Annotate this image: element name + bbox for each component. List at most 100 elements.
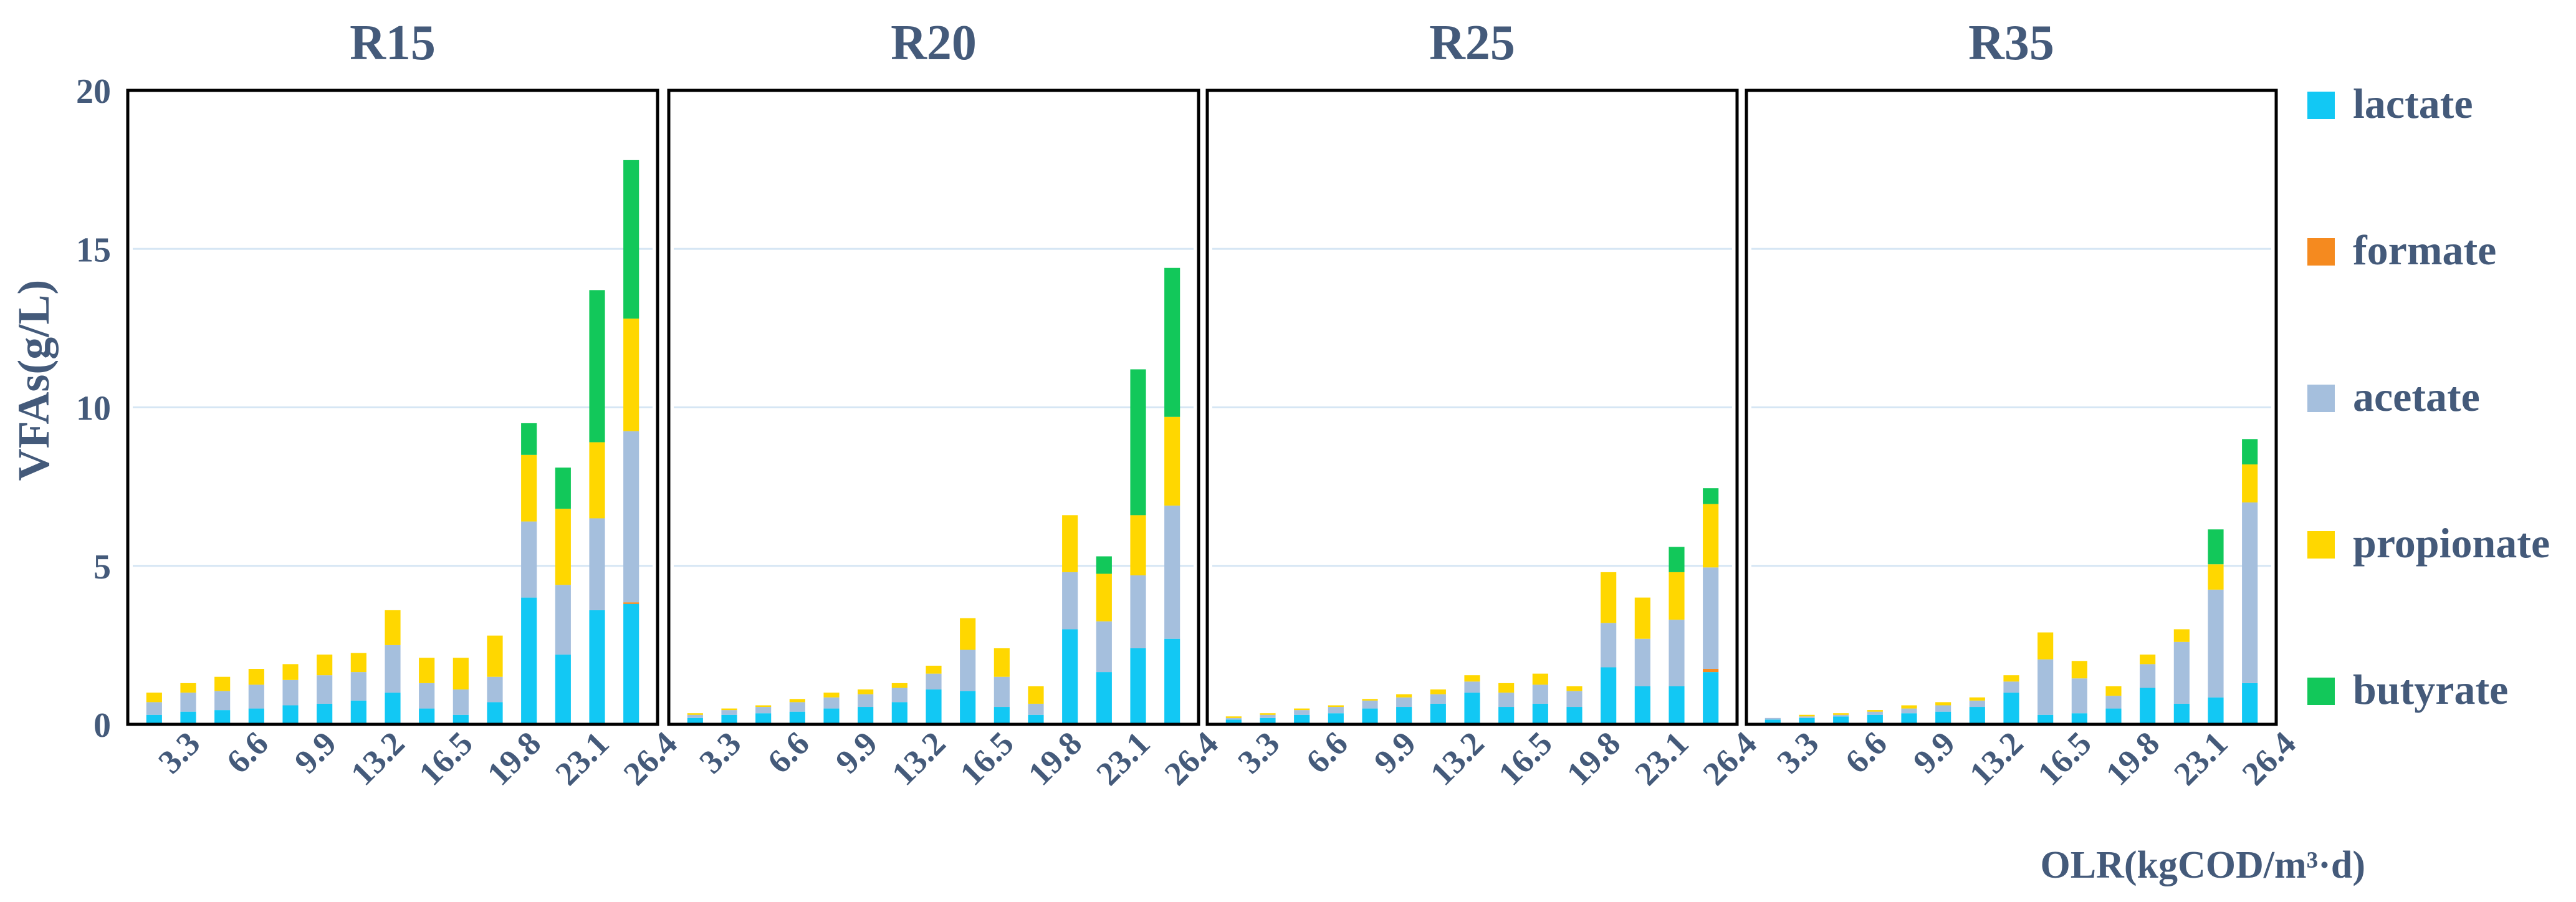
bar-segment-lactate [1130, 648, 1146, 724]
x-tick-label: 6.6 [760, 724, 816, 780]
bar-segment-propionate [891, 683, 907, 688]
bar-segment-lactate [1634, 686, 1650, 724]
x-tick-label: 16.5 [953, 724, 1021, 792]
bar-segment-acetate [1130, 575, 1146, 648]
bar-segment-lactate [994, 707, 1010, 724]
bar-segment-acetate [1164, 506, 1180, 639]
bar-segment-propionate [452, 658, 469, 690]
panel-r35: R35 3.3 6.6 9.9 13.2 16.5 19.8 23.1 26.4 [1745, 16, 2303, 792]
y-tick-label: 0 [93, 706, 111, 745]
panel-frame [667, 89, 1200, 726]
y-axis-tick-labels: 0 5 10 15 20 [76, 72, 111, 745]
bar-segment-lactate [452, 714, 469, 724]
bar-segment-acetate [1935, 705, 1951, 712]
bar-segment-acetate [589, 518, 605, 610]
bar-segment-lactate [1498, 707, 1515, 724]
bar-segment-propionate [1799, 714, 1815, 717]
bar-segment-acetate [1566, 691, 1582, 708]
bar-segment-propionate [960, 618, 976, 650]
legend-label-acetate: acetate [2353, 373, 2480, 420]
bar-segment-lactate [2037, 714, 2054, 724]
x-tick-label: 19.8 [480, 724, 548, 792]
bar-segment-propionate [214, 676, 231, 691]
bar-segment-propionate [1566, 686, 1582, 691]
bar-segment-propionate [1225, 716, 1242, 718]
bar-segment-lactate [1062, 629, 1078, 724]
bar-segment-acetate [282, 679, 299, 706]
bar-segment-acetate [2003, 681, 2019, 693]
bar-segment-lactate [1601, 667, 1617, 724]
x-tick-label: 23.1 [2167, 724, 2234, 792]
bar-segment-butyrate [555, 468, 571, 509]
bar-segment-acetate [452, 689, 469, 715]
bar-segment-lactate [1464, 693, 1480, 724]
bar-segment-lactate [1764, 719, 1781, 724]
bar-segment-lactate [1028, 714, 1044, 724]
bar-segment-acetate [1430, 694, 1446, 704]
bar-segment-acetate [891, 688, 907, 703]
panel-title: R35 [1968, 16, 2054, 70]
bar-segment-acetate [385, 645, 401, 693]
x-tick-label: 9.9 [828, 724, 884, 780]
bar-segment-butyrate [521, 423, 537, 455]
bar-segment-acetate [1260, 714, 1276, 718]
bar-segment-lactate [1225, 719, 1242, 724]
bar-segment-acetate [350, 672, 366, 701]
bar-segment-propionate [721, 708, 737, 711]
bar-segment-propionate [1703, 504, 1719, 568]
bar-segment-lactate [755, 713, 772, 724]
bar-segment-propionate [687, 713, 703, 715]
bar-segment-lactate [823, 708, 840, 724]
bar-segment-acetate [1703, 567, 1719, 669]
bar-segment-propionate [487, 635, 503, 677]
bar-segment-lactate [2071, 713, 2087, 724]
bar-segment-propionate [2071, 661, 2087, 679]
bar-segment-acetate [1328, 707, 1344, 714]
y-tick-label: 15 [76, 231, 111, 269]
bar-segment-propionate [1028, 686, 1044, 704]
bar-segment-butyrate [589, 290, 605, 443]
bar-segment-propionate [926, 665, 942, 674]
bar-segment-propionate [248, 669, 264, 685]
bar-segment-butyrate [2208, 529, 2224, 565]
legend-swatch-propionate [2307, 531, 2335, 559]
panel-r25: R25 3.3 6.6 9.9 13.2 16.5 19.8 23.1 26.4 [1205, 16, 1764, 792]
bar-segment-acetate [521, 521, 537, 598]
bar-segment-propionate [385, 610, 401, 645]
bar-segment-lactate [180, 711, 196, 724]
x-tick-label: 23.1 [1089, 724, 1157, 792]
bar-segment-propionate [1096, 573, 1112, 621]
panel-frame [1745, 89, 2278, 726]
bar-segment-acetate [1669, 620, 1685, 686]
bar-segment-propionate [1164, 416, 1180, 506]
bar-segment-propionate [2173, 629, 2190, 642]
x-tick-label: 13.2 [1423, 724, 1491, 792]
legend-label-formate: formate [2353, 226, 2496, 274]
bar-segment-acetate [687, 714, 703, 718]
bar-segment-lactate [1867, 714, 1883, 724]
bar-segment-butyrate [2242, 439, 2258, 465]
panel-title: R25 [1429, 16, 1515, 70]
bar-segment-acetate [1833, 714, 1849, 717]
bar-segment-propionate [146, 693, 162, 703]
bar-segment-lactate [1833, 716, 1849, 724]
x-tick-label: 13.2 [884, 724, 952, 792]
y-tick-label: 10 [76, 390, 111, 428]
bar-segment-propionate [2105, 686, 2122, 696]
x-tick-label: 23.1 [1627, 724, 1695, 792]
bar-segment-formate [1703, 669, 1719, 673]
panel-frame [126, 89, 659, 726]
x-tick-label: 19.8 [1021, 724, 1089, 792]
legend-label-butyrate: butyrate [2353, 666, 2508, 713]
bar-segment-lactate [2140, 688, 2156, 724]
bar-segment-propionate [521, 454, 537, 522]
bar-segment-butyrate [1130, 369, 1146, 516]
y-tick-label: 5 [93, 548, 111, 587]
bar-segment-propionate [1833, 713, 1849, 715]
legend: lactate formate acetate propionate butyrate [2307, 80, 2550, 713]
bar-segment-acetate [2105, 696, 2122, 709]
bar-segment-lactate [350, 700, 366, 724]
bar-segment-acetate [755, 707, 772, 714]
bar-segment-lactate [926, 689, 942, 724]
x-tick-label: 9.9 [1906, 724, 1962, 780]
